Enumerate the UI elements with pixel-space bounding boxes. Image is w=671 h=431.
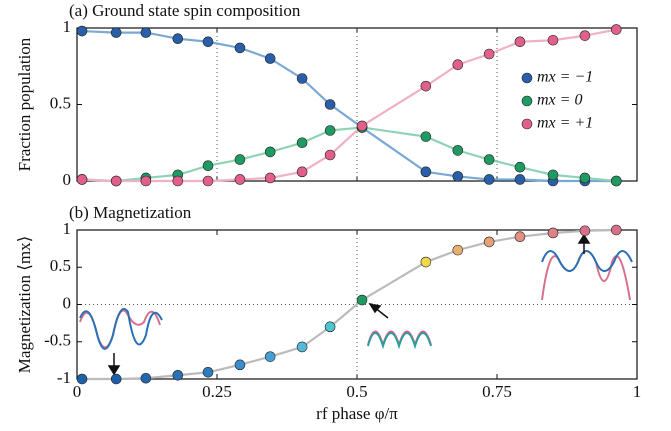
x-axis-label: rf phase φ/π — [316, 404, 398, 423]
data-point — [234, 359, 246, 371]
data-point — [140, 175, 152, 187]
data-point — [234, 154, 246, 165]
legend-marker — [521, 118, 533, 130]
data-point — [324, 149, 336, 161]
data-point — [452, 244, 464, 256]
data-point — [452, 59, 464, 71]
data-point — [514, 36, 526, 48]
legend-label: mx = +1 — [537, 115, 593, 132]
plot-frame — [76, 229, 638, 380]
data-point — [110, 373, 122, 385]
data-point — [610, 24, 622, 35]
data-point — [172, 175, 184, 187]
panel-title: (a) Ground state spin composition — [69, 1, 301, 20]
legend-marker — [521, 72, 533, 84]
data-point — [110, 27, 122, 38]
data-point — [579, 225, 591, 237]
fit-line — [81, 126, 617, 183]
data-point — [356, 120, 368, 132]
data-point — [234, 42, 246, 54]
x-tick-label: 1 — [633, 382, 642, 401]
y-tick-label: 0.5 — [50, 256, 71, 275]
y-tick-label: 0 — [63, 170, 72, 189]
data-point — [324, 99, 336, 110]
data-point — [202, 175, 214, 187]
data-point — [579, 172, 591, 184]
y-tick-label: -0.5 — [44, 331, 71, 350]
x-tick-label: 0.5 — [346, 382, 367, 401]
data-point — [452, 171, 464, 182]
y-axis-label: Fraction population — [15, 37, 34, 171]
data-point — [76, 373, 88, 385]
data-point — [264, 146, 276, 158]
data-point — [483, 154, 495, 165]
data-point — [452, 145, 464, 156]
data-point — [483, 174, 495, 185]
data-point — [547, 227, 559, 239]
data-point — [420, 131, 432, 142]
data-point — [296, 137, 308, 149]
data-point — [324, 125, 336, 136]
data-point — [264, 172, 276, 184]
data-point — [140, 27, 152, 38]
x-tick-label: 0 — [73, 382, 82, 401]
data-point — [420, 256, 432, 268]
data-point — [420, 166, 432, 178]
data-point — [356, 294, 368, 306]
legend-marker — [521, 95, 533, 107]
data-point — [202, 36, 214, 48]
plot-frame — [76, 27, 638, 182]
y-tick-label: -1 — [57, 368, 71, 387]
data-point — [610, 175, 622, 187]
data-point — [76, 174, 88, 185]
legend-label: mx = −1 — [537, 69, 593, 86]
data-point — [234, 174, 246, 185]
data-point — [264, 351, 276, 362]
data-point — [140, 372, 152, 384]
data-point — [483, 48, 495, 60]
y-tick-label: 1 — [63, 219, 72, 238]
y-axis-label: Magnetization ⟨mx⟩ — [15, 236, 34, 373]
data-point — [202, 160, 214, 171]
data-point — [202, 366, 214, 378]
data-point — [514, 161, 526, 173]
data-point — [172, 369, 184, 381]
data-point — [110, 175, 122, 187]
data-point — [547, 169, 559, 181]
x-tick-label: 0.25 — [202, 382, 232, 401]
panel-title: (b) Magnetization — [69, 203, 192, 222]
legend-label: mx = 0 — [537, 92, 582, 109]
inset-waves — [79, 250, 633, 350]
data-point — [296, 166, 308, 178]
data-point — [76, 25, 88, 37]
data-point — [483, 236, 495, 248]
data-point — [296, 341, 308, 353]
data-point — [610, 224, 622, 236]
y-tick-label: 0.5 — [50, 93, 71, 112]
data-point — [172, 33, 184, 45]
data-point — [324, 321, 336, 333]
data-point — [514, 174, 526, 185]
x-tick-label: 0.75 — [482, 382, 512, 401]
data-point — [264, 53, 276, 64]
data-point — [420, 80, 432, 92]
data-point — [579, 30, 591, 41]
arrows — [107, 233, 591, 376]
data-point — [296, 73, 308, 84]
data-point — [547, 34, 559, 46]
y-tick-label: 1 — [63, 17, 72, 36]
y-tick-label: 0 — [63, 293, 72, 312]
data-point — [514, 231, 526, 243]
